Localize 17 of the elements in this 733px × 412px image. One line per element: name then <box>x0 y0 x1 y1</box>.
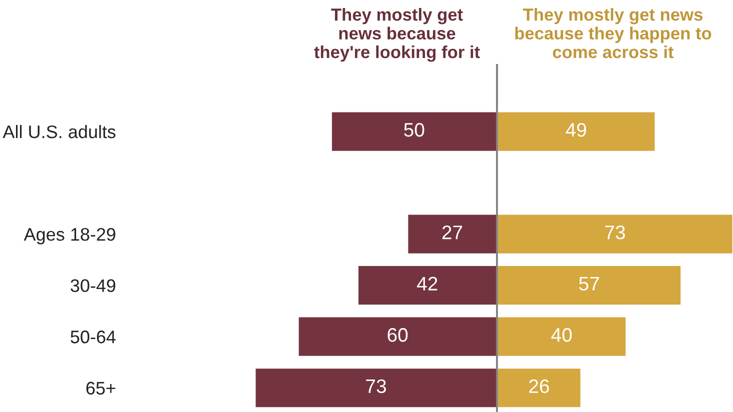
text: They mostly get news because they're looking for it <box>314 8 480 62</box>
data-label: 49 <box>566 122 586 137</box>
data-label: 73 <box>605 226 625 240</box>
data-label: 73 <box>366 379 386 394</box>
y-tick-label: 50-64 <box>70 330 116 344</box>
data-label: 42 <box>417 276 438 290</box>
y-tick-label: 30-49 <box>70 279 116 292</box>
data-label: 60 <box>388 328 408 342</box>
text: They mostly get news because they happen to come across it <box>515 8 712 58</box>
data-label: 26 <box>529 379 549 394</box>
data-label: 57 <box>579 276 599 291</box>
y-tick-label: All U.S. adults <box>2 124 116 138</box>
data-label: 40 <box>551 328 572 342</box>
data-label: 27 <box>442 226 462 240</box>
data-label: 50 <box>404 122 424 137</box>
y-tick-label: 65+ <box>86 382 116 395</box>
y-tick-label: Ages 18-29 <box>24 228 116 244</box>
